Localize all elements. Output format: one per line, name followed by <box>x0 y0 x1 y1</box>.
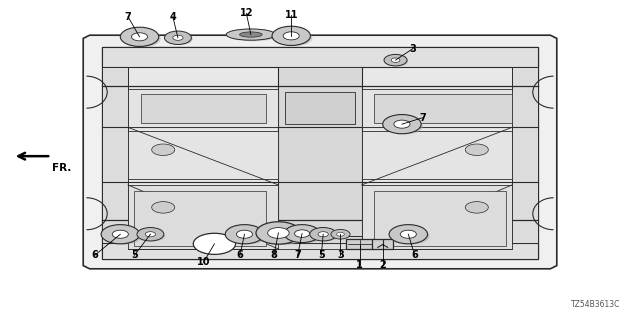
Circle shape <box>465 202 488 213</box>
Text: 11: 11 <box>284 10 298 20</box>
Circle shape <box>128 30 161 47</box>
Circle shape <box>233 228 266 244</box>
Circle shape <box>112 230 129 238</box>
Text: 4: 4 <box>170 12 176 22</box>
Circle shape <box>225 225 264 244</box>
Text: 10: 10 <box>196 257 211 268</box>
Bar <box>128 131 278 179</box>
Ellipse shape <box>227 29 275 40</box>
Bar <box>512 67 538 243</box>
Text: 3: 3 <box>337 250 344 260</box>
Circle shape <box>164 31 191 44</box>
Bar <box>285 92 355 124</box>
Text: FR.: FR. <box>52 163 72 173</box>
Circle shape <box>109 228 141 244</box>
Circle shape <box>391 58 400 62</box>
Text: 7: 7 <box>125 12 131 22</box>
Circle shape <box>388 56 408 66</box>
Circle shape <box>193 233 236 254</box>
Circle shape <box>268 228 289 238</box>
FancyBboxPatch shape <box>372 239 393 249</box>
Circle shape <box>384 54 407 66</box>
Bar <box>128 89 278 127</box>
Bar <box>102 243 538 259</box>
Circle shape <box>173 35 183 40</box>
Circle shape <box>318 232 328 237</box>
Circle shape <box>389 225 428 244</box>
Bar <box>374 191 506 246</box>
Circle shape <box>465 144 488 156</box>
Polygon shape <box>102 47 538 259</box>
Circle shape <box>120 27 159 46</box>
Text: 8: 8 <box>271 250 277 260</box>
Ellipse shape <box>228 30 278 41</box>
Circle shape <box>272 26 310 45</box>
Circle shape <box>390 118 423 134</box>
Text: 6: 6 <box>237 250 243 260</box>
Circle shape <box>145 232 156 237</box>
Circle shape <box>131 33 148 41</box>
Circle shape <box>283 32 300 40</box>
Circle shape <box>284 225 320 243</box>
Polygon shape <box>83 35 557 269</box>
Bar <box>362 185 512 249</box>
Text: 1: 1 <box>356 260 363 270</box>
Bar <box>278 67 362 243</box>
Circle shape <box>137 228 164 241</box>
Bar <box>141 94 266 123</box>
Text: 5: 5 <box>131 250 138 260</box>
Circle shape <box>294 230 310 237</box>
Circle shape <box>315 230 338 241</box>
Circle shape <box>337 232 344 236</box>
Bar <box>362 131 512 179</box>
Bar <box>374 94 512 123</box>
Ellipse shape <box>239 32 262 37</box>
Circle shape <box>383 115 421 134</box>
Text: 12: 12 <box>239 8 253 19</box>
Bar <box>102 67 128 243</box>
Circle shape <box>256 222 301 244</box>
Circle shape <box>397 228 429 244</box>
Circle shape <box>170 33 193 45</box>
Text: 6: 6 <box>412 250 418 260</box>
Circle shape <box>331 229 350 239</box>
Text: 6: 6 <box>92 250 98 260</box>
Bar <box>134 191 266 246</box>
FancyBboxPatch shape <box>346 239 374 249</box>
Bar <box>362 89 512 127</box>
Bar <box>128 185 278 249</box>
Circle shape <box>152 202 175 213</box>
Circle shape <box>236 230 253 238</box>
Circle shape <box>400 230 417 238</box>
Circle shape <box>142 230 165 241</box>
Circle shape <box>280 29 312 46</box>
Circle shape <box>291 228 322 243</box>
Circle shape <box>152 144 175 156</box>
Text: 2: 2 <box>380 260 386 270</box>
Text: 5: 5 <box>318 250 324 260</box>
Circle shape <box>101 225 140 244</box>
Text: 3: 3 <box>410 44 416 54</box>
Circle shape <box>394 120 410 128</box>
Text: TZ54B3613C: TZ54B3613C <box>572 300 621 309</box>
Text: 7: 7 <box>419 113 426 123</box>
Circle shape <box>262 225 303 245</box>
Bar <box>102 47 538 67</box>
Circle shape <box>310 228 337 241</box>
Text: 7: 7 <box>294 250 301 260</box>
